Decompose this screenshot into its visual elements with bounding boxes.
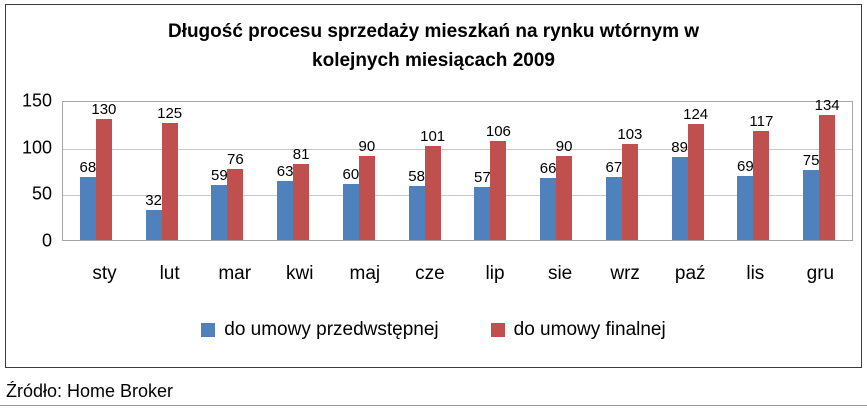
bar: 59: [211, 167, 228, 240]
bar-value-label: 90: [555, 138, 573, 155]
x-axis-label: lip: [485, 263, 505, 284]
bar: 124: [683, 106, 708, 240]
bar-value-label: 106: [485, 123, 511, 141]
chart-legend: do umowy przedwstępnej do umowy finalnej: [6, 319, 861, 341]
bar: 117: [749, 113, 773, 240]
legend-swatch: [490, 323, 505, 337]
bar: 69: [737, 158, 754, 240]
bar: 103: [617, 126, 642, 240]
bar-value-label: 60: [342, 166, 360, 183]
bar-value-label: 67: [605, 159, 623, 177]
bar-group: 32 125: [129, 102, 195, 240]
legend-item: do umowy przedwstępnej: [201, 319, 439, 341]
source-text: Źródło: Home Broker: [6, 381, 174, 401]
bar-value-label: 81: [292, 146, 310, 164]
bar-groups: 68 130 32 125 59 76 63 81 60 90 58 101 57 106 66 90 67 10…: [63, 97, 852, 240]
bar-value-label: 66: [539, 160, 557, 178]
bar: 68: [80, 159, 96, 240]
bar-value-label: 68: [79, 158, 97, 176]
legend-item: do umowy finalnej: [490, 319, 666, 341]
x-axis-label: sie: [547, 263, 573, 284]
bar-value-label: 59: [211, 166, 228, 184]
bar: 75: [803, 152, 819, 240]
bar-value-label: 103: [617, 125, 643, 143]
bar: 60: [343, 166, 359, 240]
bar-group: 57 106: [458, 102, 524, 240]
y-axis-tick-label: 150: [21, 90, 52, 111]
bottom-divider: [0, 405, 867, 406]
x-axis-label: maj: [349, 263, 381, 284]
bar-group: 59 76: [195, 102, 261, 240]
bar: 67: [606, 159, 622, 240]
bar: 76: [227, 151, 244, 240]
plot-area: 68 130 32 125 59 76 63 81 60 90 58 101 57 106 66 90 67 10…: [62, 97, 853, 241]
legend-label: do umowy finalnej: [513, 319, 666, 340]
y-axis-tick-label: 50: [31, 183, 52, 204]
bar-value-label: 89: [671, 138, 688, 156]
bar: 57: [474, 169, 491, 240]
bar-value-label: 90: [358, 138, 376, 155]
bar: 101: [420, 128, 445, 240]
bar-group: 58 101: [392, 102, 458, 240]
x-axis-label: sty: [92, 263, 117, 284]
bar-group: 69 117: [721, 102, 787, 240]
bar: 63: [277, 163, 293, 240]
x-axis-label: lis: [746, 263, 765, 284]
gridline: [63, 148, 852, 150]
bar-value-label: 32: [145, 192, 162, 210]
bar-value-label: 57: [474, 168, 491, 186]
legend-swatch: [201, 323, 216, 337]
x-axis: sty lut mar kwi maj cze lip sie wrz paź lis gru: [72, 263, 853, 285]
bar: 90: [556, 138, 572, 240]
bar-value-label: 75: [802, 152, 820, 169]
legend-label: do umowy przedwstępnej: [224, 319, 439, 340]
bar: 32: [145, 192, 162, 240]
chart-frame: Długość procesu sprzedaży mieszkań na ry…: [5, 4, 862, 368]
bar-group: 63 81: [260, 102, 326, 240]
bar: 130: [91, 101, 116, 240]
gridline: [63, 195, 852, 197]
x-axis-label: lut: [159, 263, 180, 284]
bar-value-label: 125: [157, 105, 183, 123]
bar-group: 67 103: [589, 102, 655, 240]
bar-group: 60 90: [326, 102, 392, 240]
x-axis-label: gru: [806, 263, 835, 284]
y-axis-tick-label: 0: [41, 230, 52, 251]
bar-group: 89 124: [655, 102, 721, 240]
y-axis: 0 50 100 150: [16, 91, 62, 251]
x-axis-label: kwi: [286, 263, 314, 284]
bar: 125: [157, 105, 182, 240]
bar-group: 66 90: [523, 102, 589, 240]
x-axis-label: cze: [415, 263, 445, 284]
bar-value-label: 124: [683, 106, 709, 124]
bar-value-label: 76: [227, 151, 244, 169]
y-axis-tick-label: 100: [21, 137, 52, 158]
bar: 89: [671, 139, 688, 240]
bar-value-label: 101: [420, 127, 446, 145]
bar: 81: [293, 146, 309, 240]
bar-value-label: 134: [814, 96, 840, 114]
x-axis-label: mar: [218, 263, 252, 284]
bar-value-label: 69: [737, 157, 754, 175]
bar-group: 75 134: [786, 97, 852, 240]
bar-group: 68 130: [63, 101, 129, 240]
bar: 90: [359, 138, 375, 240]
chart-title: Długość procesu sprzedaży mieszkań na ry…: [167, 21, 700, 71]
bar-value-label: 63: [276, 163, 294, 181]
bar: 106: [486, 123, 511, 240]
bar: 134: [815, 97, 840, 240]
x-axis-label: paź: [674, 263, 706, 284]
bar: 58: [408, 168, 425, 240]
bar: 66: [540, 160, 556, 240]
plot-row: 0 50 100 150 68 130 32 125 59 76 63 81 60 90 58 101 57 1…: [16, 91, 853, 251]
x-axis-label: wrz: [610, 263, 640, 284]
bar-value-label: 58: [408, 167, 425, 185]
bar-value-label: 117: [749, 112, 774, 130]
bar-value-label: 130: [91, 100, 117, 118]
